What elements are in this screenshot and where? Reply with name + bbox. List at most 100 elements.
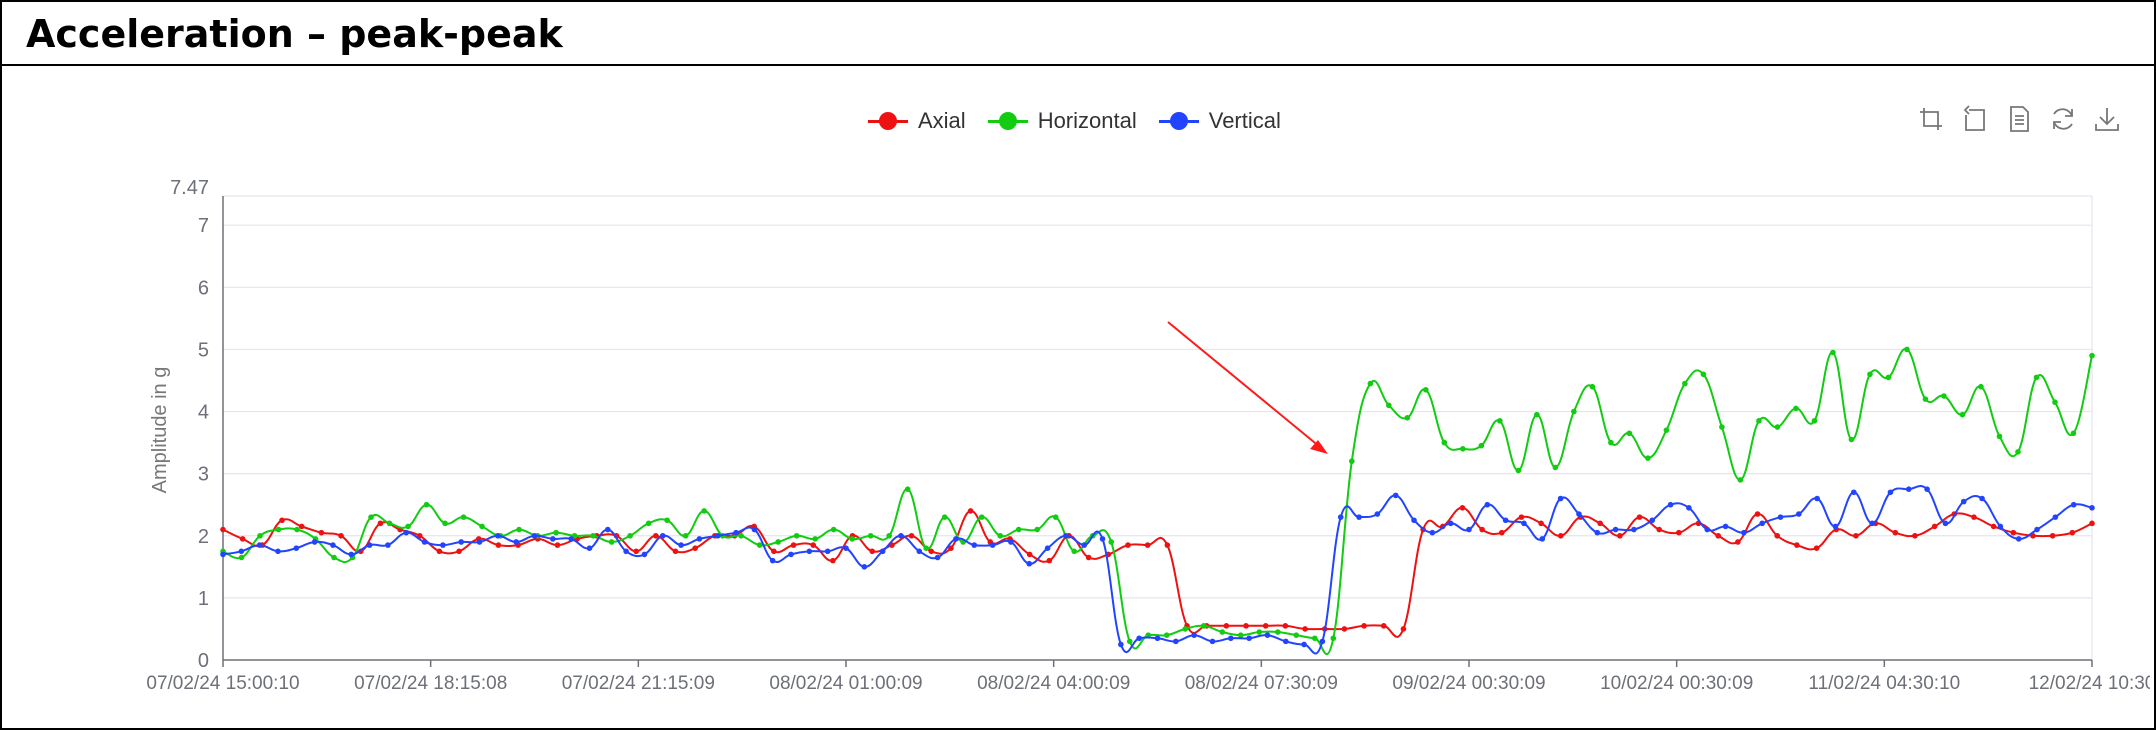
data-point	[293, 545, 300, 551]
data-point	[1960, 498, 1967, 505]
data-point	[653, 532, 659, 539]
data-point	[1754, 511, 1761, 517]
data-point	[604, 526, 611, 533]
data-point	[220, 526, 226, 533]
x-tick-label: 12/02/24 10:30	[2029, 673, 2150, 694]
data-point	[751, 526, 758, 533]
data-point	[1813, 545, 1820, 551]
data-point	[978, 514, 985, 520]
series-line-vertical	[222, 485, 2093, 655]
data-point	[849, 536, 855, 542]
data-point	[1447, 520, 1454, 527]
data-point	[1479, 526, 1485, 533]
data-point	[2069, 529, 2076, 536]
data-point	[1576, 511, 1582, 517]
data-point	[1636, 514, 1643, 520]
data-point	[1173, 638, 1179, 645]
data-point	[1557, 495, 1564, 502]
grid-lines	[223, 195, 2093, 660]
zoom-icon[interactable]	[1916, 104, 1946, 134]
x-tick-label: 08/02/24 04:00:09	[977, 673, 1130, 694]
data-point	[1108, 539, 1115, 545]
data-point	[386, 520, 393, 527]
data-point	[1912, 532, 1918, 539]
data-point	[812, 536, 818, 542]
save-image-icon[interactable]	[2092, 104, 2122, 134]
data-point	[1853, 532, 1859, 539]
data-point	[989, 542, 996, 548]
legend-item-horizontal[interactable]: Horizontal	[987, 108, 1137, 134]
data-point	[1026, 560, 1033, 567]
data-point	[1302, 626, 1308, 632]
data-point	[2034, 526, 2040, 533]
restore-icon[interactable]	[2048, 104, 2078, 134]
data-point	[1589, 383, 1596, 390]
data-point	[1392, 492, 1399, 499]
legend-label-vertical: Vertical	[1208, 108, 1281, 133]
data-point	[1502, 517, 1509, 524]
data-point	[941, 514, 948, 520]
data-point	[908, 532, 915, 539]
data-point	[1777, 514, 1784, 520]
y-tick-label: 3	[198, 464, 209, 486]
series-vertical	[220, 485, 2095, 655]
data-point	[1518, 514, 1525, 520]
data-point	[516, 526, 522, 533]
data-point	[1811, 418, 1818, 424]
data-point	[586, 545, 593, 551]
legend-marker-vertical	[1158, 112, 1199, 130]
data-point	[696, 536, 703, 542]
y-tick-label: 2	[198, 526, 209, 548]
data-point	[1594, 529, 1601, 536]
data-point	[879, 548, 886, 555]
data-point	[1380, 623, 1387, 629]
data-point	[554, 542, 561, 548]
zoom-reset-icon[interactable]	[1960, 104, 1990, 134]
y-tick-label: 1	[198, 588, 209, 610]
data-point	[1459, 505, 1466, 511]
data-point	[2089, 520, 2095, 527]
data-point	[256, 542, 263, 548]
legend-marker-horizontal	[987, 112, 1028, 130]
data-point	[692, 545, 698, 551]
data-point	[664, 517, 670, 524]
data-point	[331, 554, 337, 561]
data-point	[641, 551, 648, 558]
data-point	[672, 548, 679, 555]
y-tick-label: 4	[198, 402, 209, 424]
data-point	[2015, 536, 2022, 542]
panel-title: Acceleration – peak-peak	[26, 12, 563, 56]
data-point	[1466, 526, 1472, 533]
data-point	[1794, 542, 1800, 548]
data-point	[1144, 542, 1151, 548]
data-point	[257, 532, 263, 539]
data-point	[1191, 632, 1197, 638]
data-point	[1227, 635, 1234, 642]
data-point	[1922, 396, 1929, 402]
data-point	[460, 514, 467, 520]
legend-item-vertical[interactable]: Vertical	[1158, 108, 1281, 134]
data-point	[682, 532, 689, 539]
data-point	[476, 539, 483, 545]
data-point	[1626, 430, 1633, 437]
data-point	[1085, 554, 1092, 561]
data-point	[627, 532, 633, 539]
series-line-axial	[222, 506, 2093, 638]
y-tick-label: 7	[198, 215, 209, 237]
x-tick-label: 09/02/24 00:30:09	[1392, 673, 1545, 694]
chart-legend: Axial Horizontal Vertical	[868, 108, 1281, 134]
data-point	[1552, 464, 1559, 471]
data-point	[405, 523, 411, 530]
data-point	[1361, 623, 1367, 629]
data-point	[1539, 536, 1546, 542]
data-point	[1374, 511, 1381, 517]
data-point	[1704, 526, 1711, 533]
data-point	[843, 545, 849, 551]
data-point	[338, 532, 344, 539]
legend-item-axial[interactable]: Axial	[868, 108, 966, 134]
data-point	[2015, 449, 2021, 455]
data-point	[456, 548, 462, 555]
data-view-icon[interactable]	[2004, 104, 2034, 134]
data-point	[366, 542, 373, 548]
